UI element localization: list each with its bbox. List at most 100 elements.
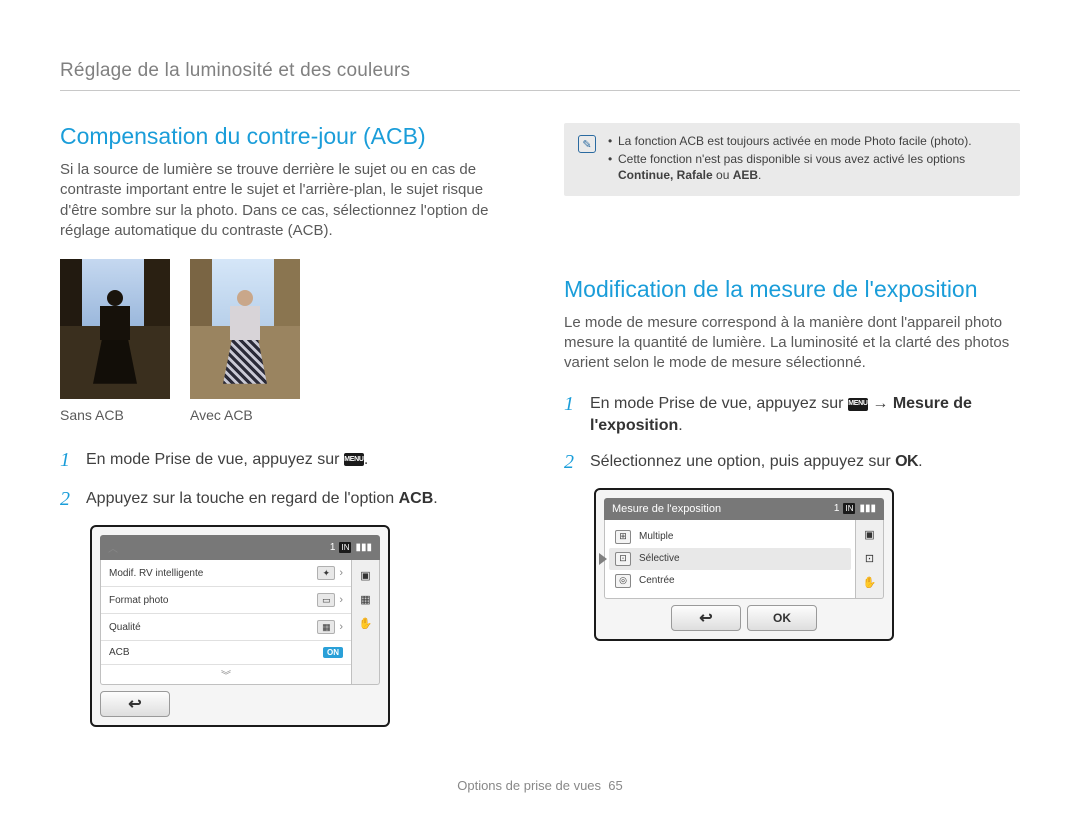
lcd-header: Mesure de l'exposition 1 IN ▮▮▮ bbox=[604, 498, 884, 520]
storage-icon: IN bbox=[339, 542, 351, 553]
metering-side-icon: ▣ bbox=[359, 568, 373, 582]
centree-icon: ◎ bbox=[615, 574, 631, 588]
lcd-row-qualite[interactable]: Qualité ▦› bbox=[101, 614, 351, 641]
metering-lcd-screen: Mesure de l'exposition 1 IN ▮▮▮ ⊞ Multip… bbox=[594, 488, 894, 641]
lcd-row-format-photo[interactable]: Format photo ▭ › bbox=[101, 587, 351, 614]
acb-description: Si la source de lumière se trouve derriè… bbox=[60, 160, 516, 241]
chevron-right-icon: › bbox=[339, 567, 343, 579]
step-2-text: Sélectionnez une option, puis appuyez su… bbox=[590, 449, 1020, 476]
info2-post: . bbox=[758, 168, 761, 182]
arrow-text: → bbox=[868, 395, 893, 412]
format-icon: ▭ bbox=[317, 593, 335, 607]
lcd-status-icons: 1 IN ▮▮▮ bbox=[330, 542, 372, 553]
menu-icon: MENU bbox=[344, 453, 364, 466]
step1-post: . bbox=[364, 451, 368, 468]
multiple-icon: ⊞ bbox=[615, 530, 631, 544]
page-footer: Options de prise de vues 65 bbox=[0, 778, 1080, 793]
qualite-icon: ▦ bbox=[317, 620, 335, 634]
lcd-header-title: Mesure de l'exposition bbox=[612, 503, 721, 515]
acb-lcd-wrap: ︿ 1 IN ▮▮▮ Modif. RV intelligente ✦ › bbox=[90, 525, 516, 727]
step-number-2: 2 bbox=[60, 486, 76, 513]
caption-without-acb: Sans ACB bbox=[60, 407, 170, 423]
lcd-side-icons: ▣ ⊡ ✋ bbox=[856, 520, 884, 599]
photo-with-acb bbox=[190, 259, 300, 399]
step-number-1: 1 bbox=[60, 447, 76, 474]
caption-with-acb: Avec ACB bbox=[190, 407, 300, 423]
right-column: ✎ La fonction ACB est toujours activée e… bbox=[564, 123, 1020, 727]
info-item-1: La fonction ACB est toujours activée en … bbox=[608, 133, 1006, 149]
option-multiple[interactable]: ⊞ Multiple bbox=[609, 526, 851, 548]
lcd-counter: 1 bbox=[330, 542, 336, 553]
ok-button[interactable]: OK bbox=[747, 605, 817, 631]
left-column: Compensation du contre-jour (ACB) Si la … bbox=[60, 123, 516, 727]
sample-photo-row bbox=[60, 259, 516, 399]
step-number-2: 2 bbox=[564, 449, 580, 476]
note-icon: ✎ bbox=[578, 135, 596, 153]
caret-down-icon: ︾ bbox=[101, 665, 351, 684]
acb-title: Compensation du contre-jour (ACB) bbox=[60, 123, 516, 150]
step-2-text: Appuyez sur la touche en regard de l'opt… bbox=[86, 486, 516, 513]
lcd-footer: ↩ OK bbox=[604, 605, 884, 631]
option-centree[interactable]: ◎ Centrée bbox=[609, 570, 851, 592]
lcd-row-modif-rv[interactable]: Modif. RV intelligente ✦ › bbox=[101, 560, 351, 587]
info-note-box: ✎ La fonction ACB est toujours activée e… bbox=[564, 123, 1020, 196]
info2-bold2: AEB bbox=[733, 168, 758, 182]
breadcrumb: Réglage de la luminosité et des couleurs bbox=[60, 60, 1020, 91]
r-step2-post: . bbox=[918, 453, 922, 470]
option-label: Multiple bbox=[639, 531, 673, 542]
on-badge: ON bbox=[323, 647, 343, 658]
step2-post: . bbox=[433, 490, 437, 507]
option-selective[interactable]: ⊡ Sélective bbox=[609, 548, 851, 570]
r-step1-post: . bbox=[678, 417, 682, 434]
storage-icon: IN bbox=[843, 503, 855, 514]
info2-pre: Cette fonction n'est pas disponible si v… bbox=[618, 152, 965, 166]
rv-icon: ✦ bbox=[317, 566, 335, 580]
lcd-row-acb[interactable]: ACB ON bbox=[101, 641, 351, 665]
photo-captions: Sans ACB Avec ACB bbox=[60, 407, 516, 423]
r-step2-pre: Sélectionnez une option, puis appuyez su… bbox=[590, 453, 895, 470]
acb-lcd-screen: ︿ 1 IN ▮▮▮ Modif. RV intelligente ✦ › bbox=[90, 525, 390, 727]
caret-up-icon: ︿ bbox=[108, 540, 118, 555]
info2-mid: ou bbox=[713, 168, 733, 182]
metering-step-1: 1 En mode Prise de vue, appuyez sur MENU… bbox=[564, 391, 1020, 436]
info-list: La fonction ACB est toujours activée en … bbox=[608, 133, 1006, 186]
two-column-layout: Compensation du contre-jour (ACB) Si la … bbox=[60, 123, 1020, 727]
step-1-text: En mode Prise de vue, appuyez sur MENU. bbox=[86, 447, 516, 474]
battery-icon: ▮▮▮ bbox=[355, 542, 372, 553]
photo-without-acb bbox=[60, 259, 170, 399]
chevron-right-icon: › bbox=[339, 621, 343, 633]
lcd-side-icons: ▣ ▦ ✋ bbox=[352, 560, 380, 685]
stabiliser-side-icon: ✋ bbox=[863, 576, 877, 590]
footer-section: Options de prise de vues bbox=[457, 778, 601, 793]
back-button[interactable]: ↩ bbox=[671, 605, 741, 631]
metering-lcd-wrap: Mesure de l'exposition 1 IN ▮▮▮ ⊞ Multip… bbox=[594, 488, 1020, 641]
selective-icon: ⊡ bbox=[615, 552, 631, 566]
lcd-footer: ↩ bbox=[100, 691, 380, 717]
acb-step-1: 1 En mode Prise de vue, appuyez sur MENU… bbox=[60, 447, 516, 474]
back-button[interactable]: ↩ bbox=[100, 691, 170, 717]
acb-step-2: 2 Appuyez sur la touche en regard de l'o… bbox=[60, 486, 516, 513]
metering-step-2: 2 Sélectionnez une option, puis appuyez … bbox=[564, 449, 1020, 476]
metering-option-list: ⊞ Multiple ⊡ Sélective ◎ Centrée bbox=[604, 520, 856, 599]
row-label: ACB bbox=[109, 647, 130, 658]
option-label: Centrée bbox=[639, 575, 675, 586]
focus-side-icon: ▦ bbox=[359, 592, 373, 606]
footer-page-number: 65 bbox=[608, 778, 622, 793]
chevron-right-icon: › bbox=[339, 594, 343, 606]
step-1-text: En mode Prise de vue, appuyez sur MENU →… bbox=[590, 391, 1020, 436]
option-label: Sélective bbox=[639, 553, 680, 564]
row-label: Modif. RV intelligente bbox=[109, 568, 203, 579]
row-label: Format photo bbox=[109, 595, 168, 606]
metering-side-icon: ▣ bbox=[863, 528, 877, 542]
lcd-header: ︿ 1 IN ▮▮▮ bbox=[100, 535, 380, 560]
info2-bold: Continue, Rafale bbox=[618, 168, 713, 182]
selection-pointer-icon bbox=[599, 553, 607, 565]
metering-title: Modification de la mesure de l'expositio… bbox=[564, 276, 1020, 303]
lcd-counter: 1 bbox=[834, 503, 840, 514]
step2-bold: ACB bbox=[399, 490, 434, 507]
stabiliser-side-icon: ✋ bbox=[359, 616, 373, 630]
focus-side-icon: ⊡ bbox=[863, 552, 877, 566]
lcd-status-icons: 1 IN ▮▮▮ bbox=[834, 503, 876, 514]
info-item-2: Cette fonction n'est pas disponible si v… bbox=[608, 151, 1006, 183]
battery-icon: ▮▮▮ bbox=[859, 503, 876, 514]
